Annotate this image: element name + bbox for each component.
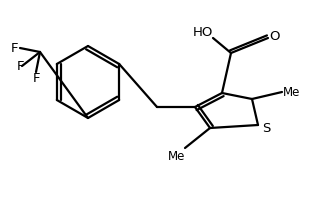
Text: S: S [262, 121, 270, 134]
Text: Me: Me [283, 86, 301, 98]
Text: F: F [32, 72, 40, 86]
Text: HO: HO [193, 26, 213, 40]
Text: O: O [270, 29, 280, 43]
Text: F: F [17, 60, 25, 73]
Text: F: F [10, 42, 18, 54]
Text: Me: Me [168, 150, 186, 162]
